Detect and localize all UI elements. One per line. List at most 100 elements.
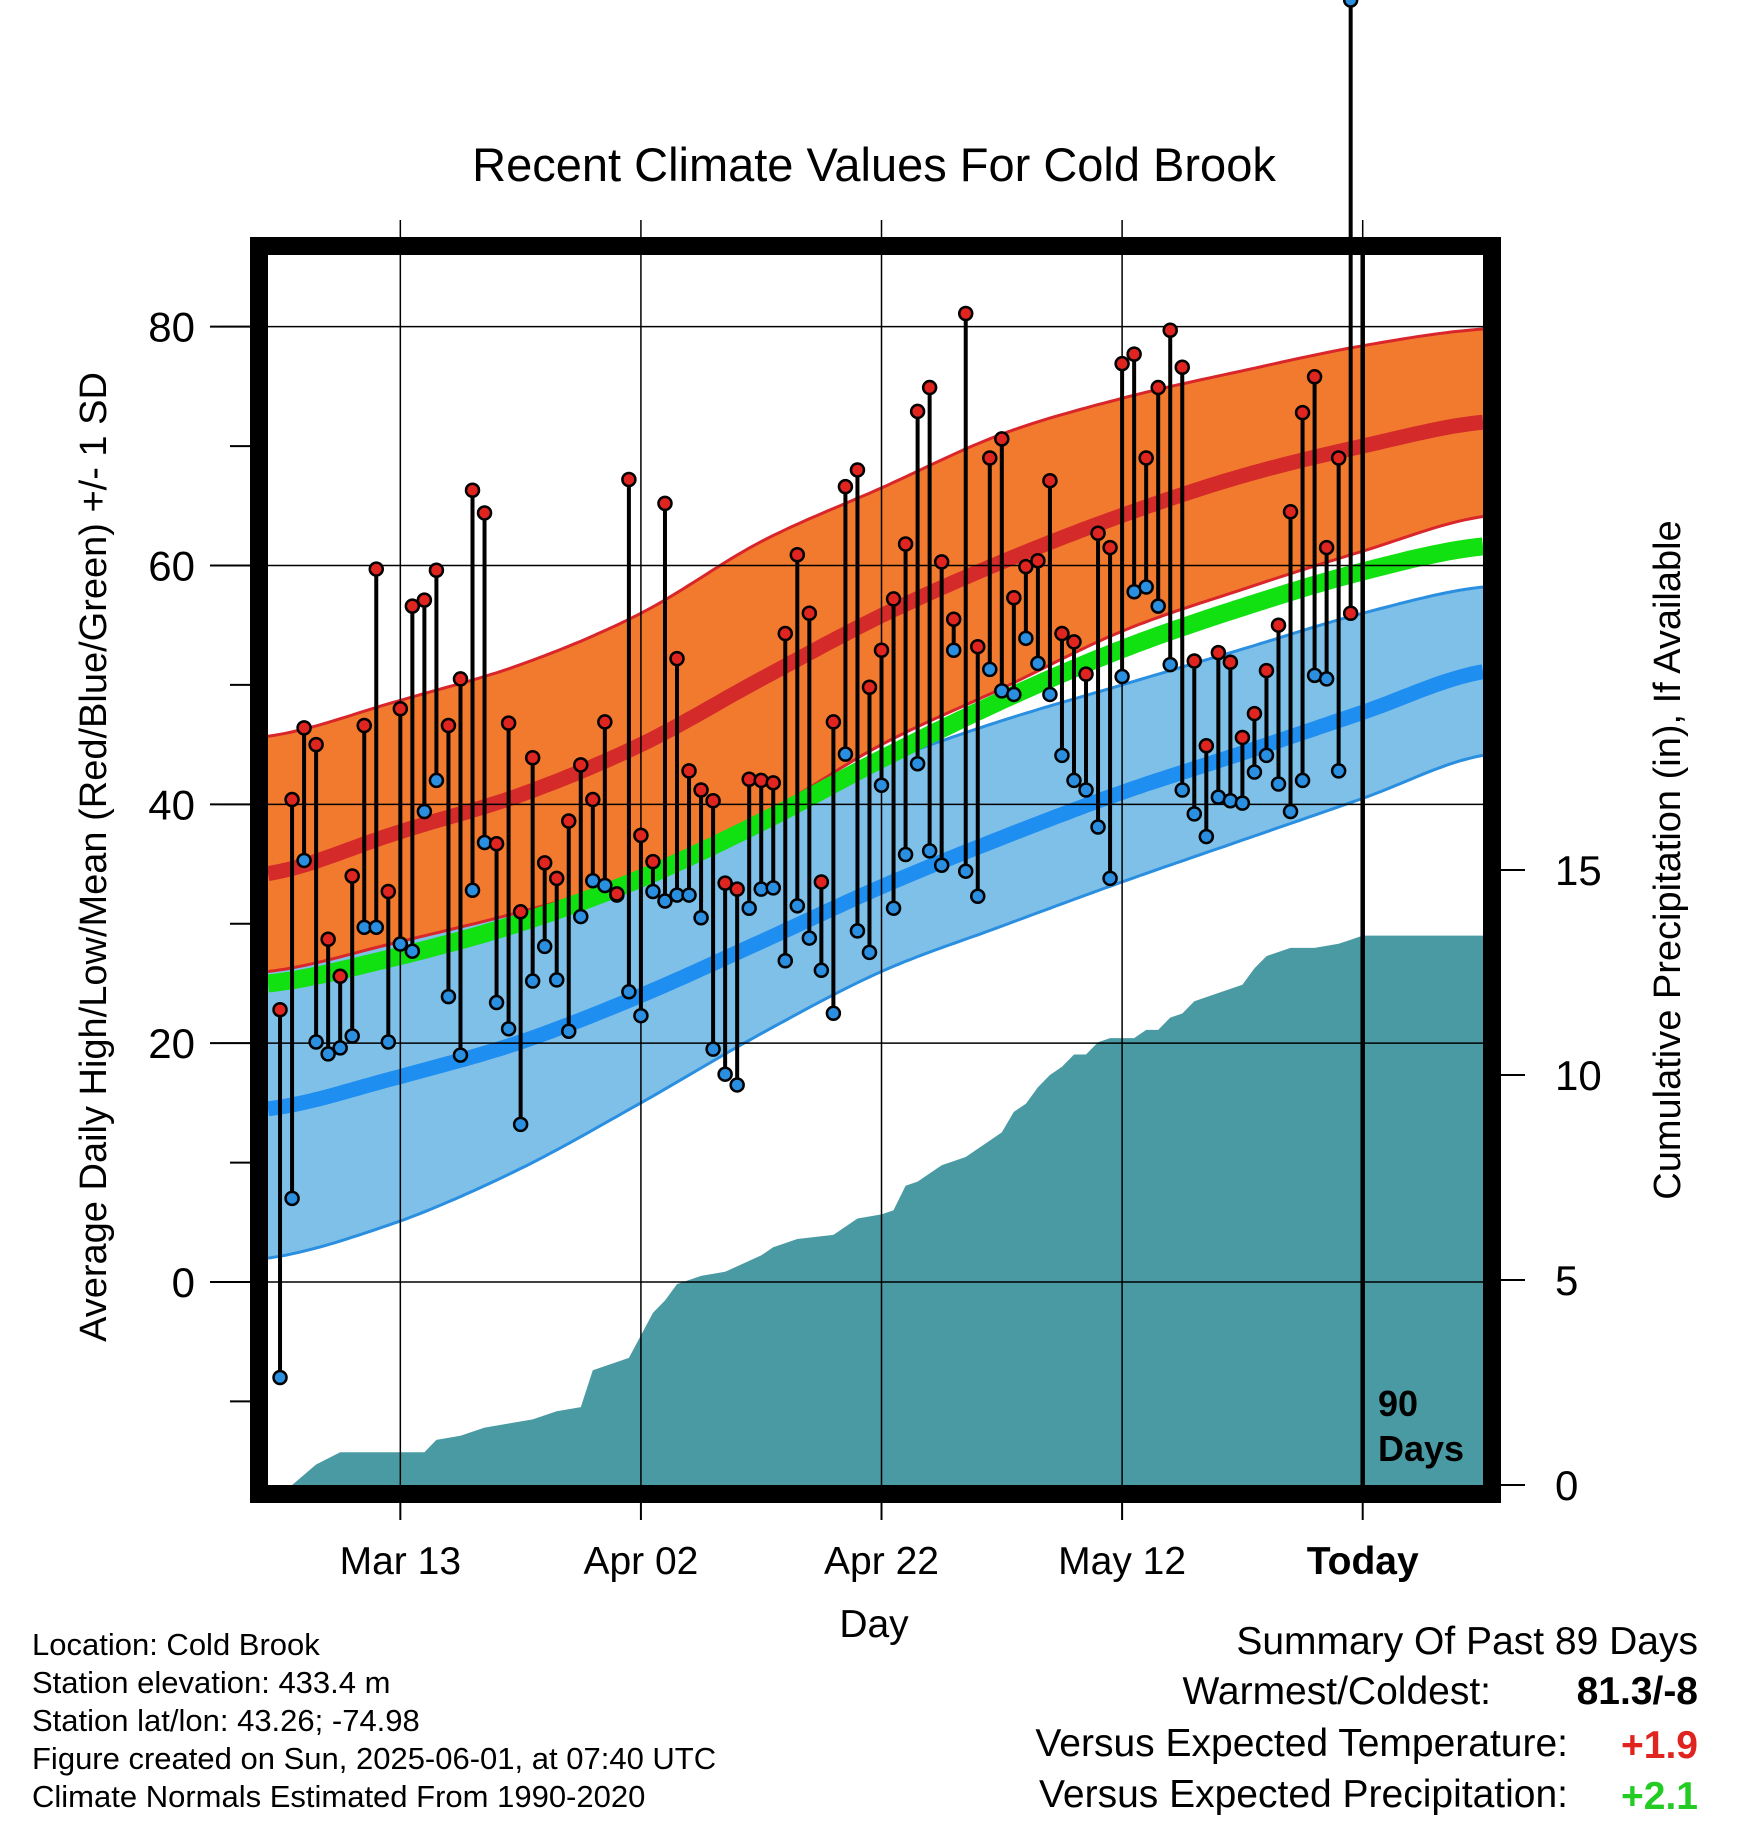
low-point-day-24 [560,1023,577,1039]
low-point-day-37 [717,1066,733,1082]
low-point-day-41 [765,880,781,896]
low-point-day-1 [284,1190,300,1207]
high-point-day-18 [488,835,505,852]
y-tick-label-3: 60 [148,542,195,589]
low-point-day-21 [524,973,541,989]
high-point-day-48 [849,462,866,478]
low-point-day-42 [777,953,794,969]
low-point-day-44 [801,930,818,946]
low-point-day-8 [368,919,385,936]
high-normal-line [268,414,1483,881]
low-sd-lower-line [268,753,1483,1260]
x-tick-label-3: May 12 [1058,1540,1186,1583]
low-point-day-3 [308,1034,324,1050]
high-point-day-32 [657,495,673,512]
x-tick-label-4: Today [1307,1540,1419,1583]
low-point-day-47 [837,746,854,762]
high-point-day-1 [284,791,300,808]
low-point-day-45 [813,962,830,979]
high-point-day-3 [308,736,324,753]
high-point-day-59 [982,450,998,466]
low-point-day-5 [332,1040,348,1056]
y-tick-label-2: 40 [148,781,195,828]
high-point-day-8 [368,561,385,577]
low-point-day-56 [945,642,962,659]
low-point-day-51 [885,900,902,916]
y-tick-label-4: 80 [148,304,195,351]
high-point-day-72 [1138,450,1154,466]
high-point-day-64 [1042,472,1058,489]
low-point-day-9 [380,1034,397,1050]
precip-label: Versus Expected Precipitation: [1039,1773,1568,1816]
low-point-day-83 [1270,776,1287,792]
high-point-day-67 [1078,666,1094,682]
high-point-day-51 [885,591,902,607]
low-point-day-15 [452,1047,469,1063]
precipitation-area [268,935,1483,1485]
location-text: Location: Cold Brook [32,1627,320,1662]
high-point-day-40 [753,772,769,789]
elevation-text: Station elevation: 433.4 m [32,1665,391,1700]
warmest-label: Warmest/Coldest: [1182,1670,1491,1713]
high-point-day-60 [994,431,1010,447]
high-point-day-82 [1258,662,1275,679]
high-point-day-42 [777,625,794,642]
high-point-day-61 [1006,589,1022,606]
low-point-day-72 [1138,579,1154,595]
low-point-day-34 [681,887,697,903]
low-point-day-64 [1042,686,1058,703]
low-point-day-58 [970,888,986,905]
low-point-day-10 [392,936,409,952]
low-point-day-30 [633,1007,649,1024]
low-point-day-70 [1114,668,1130,685]
high-point-day-26 [585,791,601,808]
low-point-day-14 [440,988,457,1005]
high-point-day-88 [1330,450,1347,466]
low-point-day-0 [272,1369,288,1386]
high-point-day-30 [633,827,649,844]
low-point-day-53 [909,755,926,772]
y2-axis-label: Cumulative Precipitation (in), If Availa… [1647,520,1689,1199]
high-point-day-41 [765,775,781,791]
high-point-day-20 [512,904,529,920]
high-point-day-52 [897,536,914,552]
high-point-day-35 [693,782,709,798]
high-point-day-4 [320,931,336,948]
high-point-day-23 [548,870,565,887]
chart-title: Recent Climate Values For Cold Brook [472,138,1276,191]
precipitation-fill [268,935,1483,1485]
low-point-day-73 [1150,598,1166,614]
high-point-day-56 [945,611,962,627]
high-point-day-54 [921,379,938,396]
low-point-day-79 [1222,792,1239,809]
low-point-day-29 [621,984,637,1000]
created-text: Figure created on Sun, 2025-06-01, at 07… [32,1741,717,1776]
y-tick-label-1: 20 [148,1020,195,1067]
low-point-day-61 [1006,686,1022,703]
low-point-day-84 [1282,803,1299,820]
high-point-day-16 [464,482,481,499]
high-point-day-7 [356,717,372,734]
high-point-day-24 [560,813,577,829]
low-point-day-63 [1030,655,1046,672]
y2-tick-label-1: 5 [1555,1257,1578,1304]
daily-points [272,0,1359,1386]
low-point-day-43 [789,898,806,914]
y-axis-left: 0 20 40 60 80 [148,304,250,1403]
low-point-day-62 [1018,630,1034,647]
plot-frame [250,237,1501,1503]
y-tick-label-0: 0 [172,1259,195,1306]
low-point-day-66 [1066,772,1082,789]
high-point-day-34 [681,763,697,779]
low-point-day-23 [548,972,565,988]
high-point-day-29 [621,471,637,488]
high-sd-lower-line [268,515,1483,973]
low-point-day-32 [657,893,673,909]
high-point-day-9 [380,883,397,900]
today-label-number: 90 [1378,1383,1418,1424]
low-point-day-87 [1318,671,1335,687]
low-normal-line [268,664,1483,1117]
low-point-day-52 [897,846,914,863]
high-point-day-69 [1102,539,1118,556]
high-point-day-33 [669,650,685,667]
